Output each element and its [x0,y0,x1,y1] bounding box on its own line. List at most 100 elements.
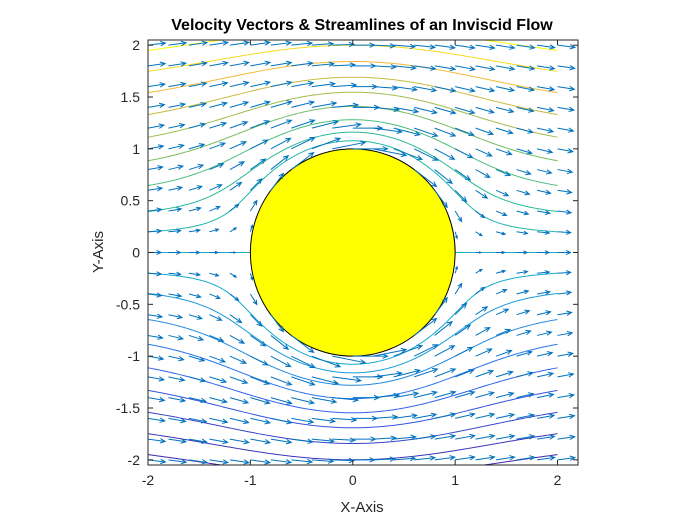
velocity-arrow-350 [209,60,229,67]
velocity-arrow-235 [454,189,468,203]
velocity-arrow-245 [209,163,225,171]
velocity-arrow-321 [516,106,535,113]
velocity-arrow-363 [475,65,496,72]
velocity-arrow-80 [434,390,457,399]
velocity-arrow-277 [516,148,533,155]
velocity-arrow-208 [475,231,483,237]
velocity-arrow-75 [332,396,360,403]
velocity-arrow-1 [168,458,188,465]
velocity-arrow-9 [332,457,356,464]
velocity-arrow-92 [229,376,249,384]
velocity-arrow-160 [516,309,531,316]
velocity-arrow-173 [516,289,530,295]
velocity-arrow-206 [249,224,254,232]
velocity-arrow-174 [536,290,552,295]
velocity-arrow-305 [188,101,208,108]
x-tick-label: 1 [451,472,459,488]
velocity-arrow-360 [414,65,437,71]
velocity-arrow-274 [454,148,474,159]
velocity-arrow-42 [557,434,576,441]
velocity-arrow-153 [229,314,243,324]
velocity-arrow-276 [495,148,513,156]
streamline-13 [148,105,558,162]
velocity-arrow-57 [414,412,438,419]
velocity-arrow-149 [148,313,164,319]
velocity-arrow-164 [148,292,163,298]
streamline-11 [148,131,558,213]
velocity-arrow-230 [209,184,223,191]
x-tick-label: 0 [349,472,357,488]
x-tick-label: 2 [554,472,562,488]
velocity-arrow-187 [537,270,551,275]
velocity-arrow-257 [557,168,574,175]
velocity-arrow-301 [557,127,575,133]
velocity-arrow-125 [454,346,474,357]
velocity-arrow-344 [536,86,556,92]
velocity-arrow-315 [393,106,420,114]
velocity-arrow-78 [393,391,420,399]
velocity-arrow-364 [496,65,516,72]
velocity-arrow-212 [557,229,572,235]
velocity-arrow-158 [475,306,489,316]
velocity-arrow-111 [168,355,185,362]
velocity-arrow-209 [495,231,507,236]
velocity-arrow-388 [536,44,556,50]
velocity-arrow-155 [270,314,285,333]
velocity-arrow-182 [249,273,254,281]
velocity-arrow-130 [557,351,575,357]
velocity-arrow-144 [495,328,512,336]
velocity-arrow-323 [557,106,576,113]
velocity-arrow-63 [536,413,556,419]
velocity-arrow-330 [250,80,272,88]
velocity-arrow-49 [250,417,272,425]
velocity-arrow-263 [229,141,248,150]
velocity-arrow-240 [557,189,573,195]
velocity-arrow-196 [496,250,506,255]
streamline-8 [148,272,558,365]
velocity-arrow-389 [557,44,577,50]
velocity-arrow-332 [291,80,315,88]
velocity-arrow-165 [168,292,183,298]
velocity-arrow-115 [250,355,269,366]
y-tick-label: -0.5 [116,296,140,312]
velocity-arrow-44 [148,417,167,423]
velocity-arrow-282 [168,123,186,129]
velocity-arrow-79 [414,390,438,399]
velocity-arrow-384 [455,44,476,50]
velocity-arrow-359 [393,64,417,71]
velocity-arrow-202 [168,228,182,234]
velocity-arrow-116 [270,355,292,368]
velocity-arrow-195 [475,251,483,254]
velocity-arrow-121 [373,347,408,357]
velocity-arrow-183 [454,265,458,274]
velocity-arrow-309 [270,100,293,108]
velocity-arrow-96 [311,376,340,385]
velocity-arrow-181 [229,272,238,278]
velocity-arrow-67 [168,397,187,403]
velocity-arrow-134 [188,334,205,341]
velocity-arrow-292 [373,127,403,135]
velocity-arrow-229 [188,185,204,191]
velocity-arrow-69 [209,397,229,404]
velocity-arrow-194 [229,251,237,254]
velocity-arrow-349 [188,61,208,67]
streamline-12 [148,119,558,187]
velocity-arrow-3 [209,459,230,465]
velocity-arrow-132 [148,334,164,340]
x-axis-label: X-Axis [340,499,383,516]
velocity-arrow-128 [516,350,533,357]
velocity-arrow-180 [209,272,220,277]
velocity-arrow-361 [434,65,457,72]
velocity-arrow-48 [229,417,250,425]
velocity-arrow-56 [393,413,418,419]
velocity-arrow-371 [188,40,209,46]
velocity-arrow-203 [188,228,202,233]
velocity-arrow-271 [393,148,424,161]
velocity-arrow-237 [495,189,510,197]
streamline-10 [148,140,558,233]
velocity-arrow-142 [454,324,472,336]
velocity-arrow-18 [516,455,536,461]
velocity-arrow-188 [557,270,572,276]
velocity-arrow-64 [557,413,576,420]
velocity-arrow-113 [209,355,227,363]
